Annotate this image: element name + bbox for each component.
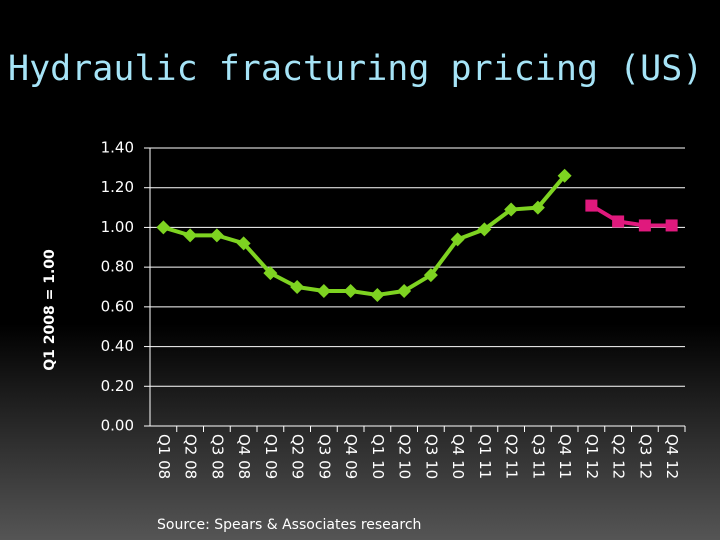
marker [209,228,224,243]
y-tick-label: 0.80 [101,258,134,276]
y-tick-label: 0.60 [101,297,134,315]
y-tick-label: 1.00 [101,218,134,236]
marker [316,283,331,298]
marker [370,287,385,302]
marker [638,219,651,232]
marker [557,168,572,183]
x-tick-label: Q4 08 [235,434,253,479]
marker [263,266,278,281]
series-line [590,203,672,228]
marker [450,232,465,247]
marker [477,222,492,237]
marker [530,200,545,215]
marker [612,215,625,228]
x-tick-label: Q3 11 [529,434,547,479]
marker [665,219,678,232]
x-tick-label: Q2 08 [182,434,200,479]
marker [290,280,305,294]
marker [183,228,198,243]
chart-title: Hydraulic fracturing pricing (US) [8,49,703,89]
y-tick-label: 0.40 [101,337,134,355]
x-tick-label: Q2 09 [289,434,307,479]
x-tick-label: Q1 10 [369,434,387,479]
x-tick-label: Q3 10 [422,434,440,479]
marker [236,236,251,251]
x-tick-label: Q1 08 [155,434,173,479]
x-tick-label: Q1 11 [476,434,494,479]
x-tick-label: Q4 11 [556,434,574,479]
x-tick-label: Q3 12 [636,434,654,479]
marker [343,283,358,298]
marker [156,220,171,235]
source: Source: Spears & Associates research [157,517,421,533]
y-tick-label: 0.20 [101,377,134,395]
y-tick-label: 0.00 [101,417,134,435]
x-tick-label: Q3 09 [315,434,333,479]
marker [585,199,598,212]
x-tick-label: Q1 09 [262,434,280,479]
series-line [162,174,567,297]
y-tick-label: 1.20 [101,178,134,196]
x-tick-label: Q3 08 [208,434,226,479]
x-tick-label: Q1 12 [583,434,601,479]
x-tick-label: Q4 09 [342,434,360,479]
marker [397,283,412,298]
x-tick-label: Q4 10 [449,434,467,479]
y-tick-label: 1.40 [101,139,134,157]
x-tick-label: Q2 11 [503,434,521,479]
x-tick-label: Q2 10 [396,434,414,479]
x-tick-label: Q4 12 [663,434,681,479]
marker [504,202,519,217]
y-axis-label: Q1 2008 = 1.00 [42,249,58,371]
marker [423,268,438,283]
x-tick-label: Q2 12 [610,434,628,479]
